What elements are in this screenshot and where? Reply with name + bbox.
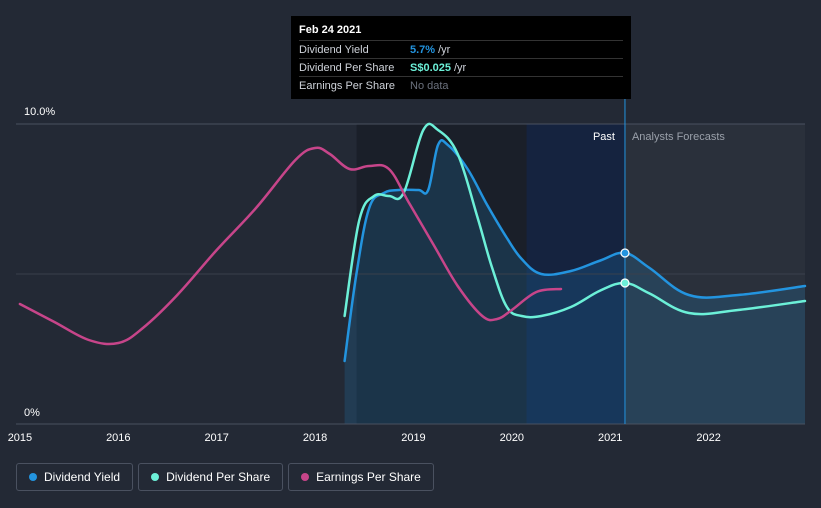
dividend-yield-line [343,139,807,363]
tooltip-label: Earnings Per Share [299,79,395,92]
x-tick-label: 2022 [696,432,720,444]
x-tick-label: 2019 [401,432,425,444]
tooltip-value: S$0.025 [410,61,451,74]
legend-dot-icon [151,473,160,481]
x-tick-label: 2020 [500,432,524,444]
forecast-label: Analysts Forecasts [632,131,725,143]
chart-legend: Dividend Yield Dividend Per Share Earnin… [16,463,434,491]
chart-tooltip: Feb 24 2021 Dividend Yield 5.7% /yr Divi… [291,16,631,99]
x-tick-label: 2015 [8,432,32,444]
dividend-yield-marker [620,248,630,258]
tooltip-row-dividend-per-share: Dividend Per Share S$0.025 /yr [299,58,623,76]
dividend-per-share-line [343,122,807,319]
legend-label: Dividend Per Share [166,470,271,484]
y-tick-label-max: 10.0% [24,106,55,118]
legend-label: Earnings Per Share [316,470,421,484]
x-tick-label: 2017 [204,432,228,444]
tooltip-unit: /yr [453,61,467,74]
tooltip-value: No data [410,79,449,92]
past-label: Past [593,131,615,143]
legend-dividend-per-share[interactable]: Dividend Per Share [138,463,284,491]
x-tick-label: 2018 [303,432,327,444]
legend-dividend-yield[interactable]: Dividend Yield [16,463,134,491]
tooltip-value: 5.7% [410,43,436,56]
x-axis-ticks: 2015 2016 2017 2018 2019 2020 2021 2022 [8,432,721,444]
tooltip-date: Feb 24 2021 [299,24,362,36]
legend-dot-icon [29,473,37,481]
tooltip-label: Dividend Per Share [299,61,395,74]
legend-label: Dividend Yield [44,470,121,484]
highlight-markers [620,248,630,288]
dividend-chart: 10.0% 0% Past Analysts Forecasts 2015 201… [8,99,807,444]
dividend-yield-area [344,140,805,424]
tooltip-label: Dividend Yield [299,43,369,56]
dividend-per-share-marker [620,278,630,288]
legend-earnings-per-share[interactable]: Earnings Per Share [288,463,434,491]
y-tick-label-min: 0% [24,407,40,419]
x-tick-label: 2021 [598,432,622,444]
tooltip-unit: /yr [438,43,451,56]
tooltip-row-earnings-per-share: Earnings Per Share No data [299,76,623,94]
x-tick-label: 2016 [106,432,130,444]
series-lines [18,122,807,363]
tooltip-row-dividend-yield: Dividend Yield 5.7% /yr [299,40,623,58]
earnings-per-share-line [18,146,563,346]
legend-dot-icon [301,473,310,481]
